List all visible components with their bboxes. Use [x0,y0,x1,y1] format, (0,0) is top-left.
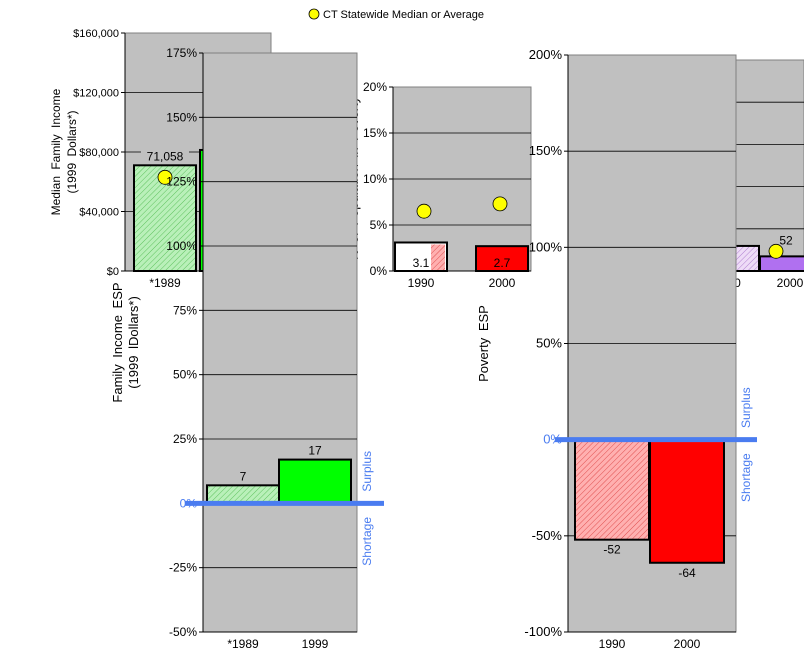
bar-1999 [278,458,352,505]
plot-area [202,52,358,633]
y-tick-label: 150% [166,110,197,124]
legend-label: CT Statewide Median or Average [323,9,484,21]
statewide-marker [157,169,173,185]
y-tick-label: 50% [173,368,197,382]
value-label: 52 [779,233,793,247]
y-tick-label: $120,000 [73,88,119,100]
value-label: 7 [240,469,247,483]
value-label-bg [236,469,250,483]
y-tick-label: -25% [169,561,197,575]
x-tick-label: 2000 [777,276,804,290]
value-label: 3.1 [413,256,430,270]
y-tick-label: 25% [173,432,197,446]
bar-1990 [574,438,650,541]
surplus-label: Surplus [739,387,753,428]
y-tick-label: $0 [107,266,119,278]
statewide-marker [492,196,508,212]
x-tick-label: 1999 [302,637,329,651]
y-tick-label: 150% [529,143,563,158]
bar-2000 [649,438,725,564]
chart-family-income-esp: -50%-25%0%25%50%75%100%125%150%175%717*1… [110,46,384,651]
shortage-label: Shortage [360,517,374,566]
y-tick-label: 10% [363,172,387,186]
y-tick-label: 15% [363,126,387,140]
y-tick-label: 175% [166,46,197,60]
bar-*1989 [133,164,197,272]
y-axis-title: (1999 lDollars*) [126,296,141,389]
value-label-bg [141,149,189,163]
value-label: 2.7 [494,256,511,270]
bar-2000 [759,255,804,272]
x-tick-label: *1989 [149,276,181,290]
x-tick-label: 1990 [408,276,435,290]
y-tick-label: 75% [173,303,197,317]
value-label: 71,058 [147,149,184,163]
value-label-bg [598,542,626,556]
value-label: 17 [308,444,322,458]
x-tick-label: 2000 [674,637,701,651]
shortage-label: Shortage [739,453,753,502]
bar-*1989 [206,484,280,505]
statewide-marker [416,203,432,219]
y-tick-label: 50% [536,336,562,351]
y-tick-label: $160,000 [73,28,119,40]
y-tick-label: 125% [166,175,197,189]
y-tick-label: -50% [169,625,197,639]
chart-poverty-esp: -100% -50% 0% 50% 100% 150% 200% -52 -64 1990 2000… [476,47,757,651]
x-tick-label: 1990 [599,637,626,651]
y-tick-label: -50% [532,528,563,543]
legend-marker [308,8,320,20]
y-tick-label: -100% [524,624,562,639]
y-tick-label: $80,000 [79,147,119,159]
y-tick-label: $40,000 [79,207,119,219]
value-label-bg [305,443,325,457]
legend: CT Statewide Median or Average [308,8,484,21]
bar-2000 [475,245,529,273]
chart-layer: $0$40,000$80,000$120,000$160,00071,05881… [49,28,804,651]
y-axis-title: Poverty ESP [476,305,491,382]
y-tick-label: 5% [370,218,388,232]
y-axis-title: (1999 Dollars*) [65,110,79,193]
y-tick-label: 100% [166,239,197,253]
y-tick-label: 100% [529,239,563,254]
bar-hatch-edge [431,244,445,270]
y-axis-title: Family Income ESP [110,282,125,402]
value-label: -52 [603,543,621,557]
statewide-marker [768,243,784,259]
y-tick-label: 20% [363,80,387,94]
y-tick-label: 0% [370,264,388,278]
surplus-label: Surplus [360,451,374,492]
value-label: -64 [678,566,696,580]
value-label-bg [673,565,701,579]
x-tick-label: 2000 [489,276,516,290]
x-tick-label: *1989 [227,637,259,651]
y-tick-label: 0% [543,432,562,447]
y-tick-label: 200% [529,47,563,62]
y-axis-title: Median Family Income [49,88,63,215]
